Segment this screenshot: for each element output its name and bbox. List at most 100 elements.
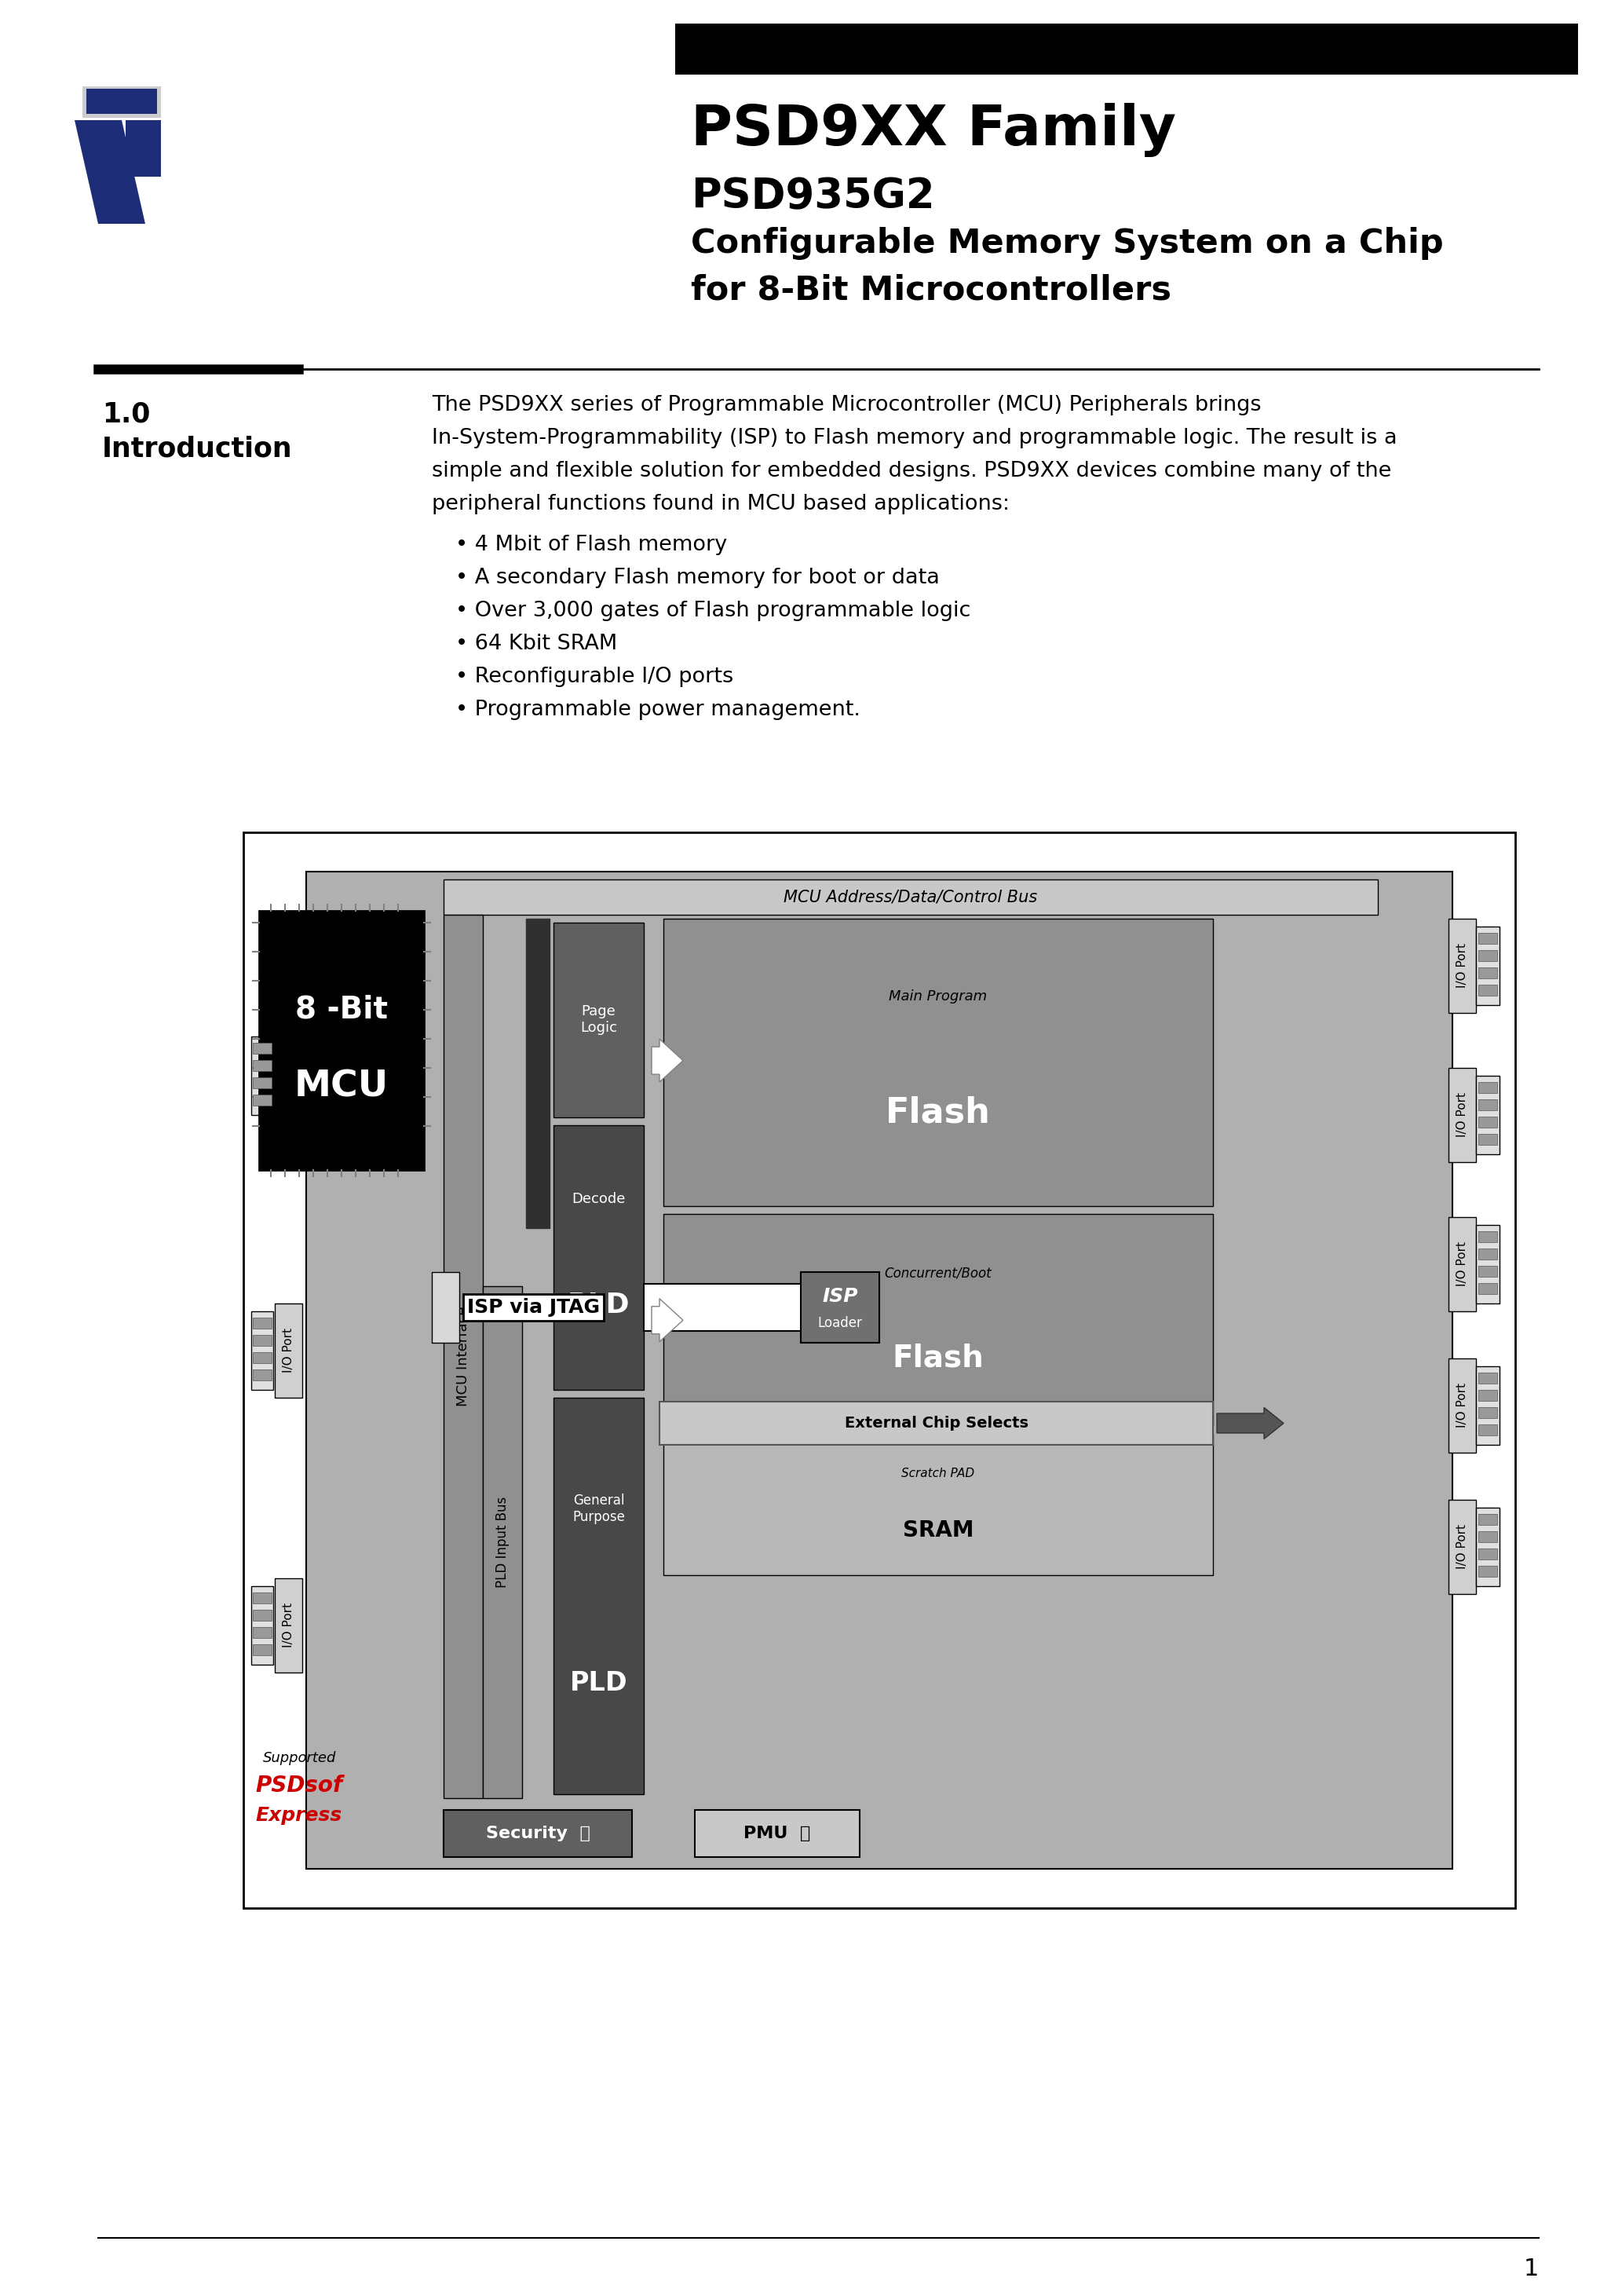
Bar <box>253 1628 271 1637</box>
Bar <box>1478 1548 1497 1559</box>
Text: for 8-Bit Microcontrollers: for 8-Bit Microcontrollers <box>691 273 1171 308</box>
Text: MCU Address/Data/Control Bus: MCU Address/Data/Control Bus <box>783 889 1038 905</box>
Bar <box>253 1609 271 1621</box>
FancyArrow shape <box>1216 1407 1283 1440</box>
Text: MCU: MCU <box>294 1070 389 1104</box>
Text: PSD935G2: PSD935G2 <box>691 177 934 216</box>
Bar <box>274 1029 302 1123</box>
Bar <box>1478 1116 1497 1127</box>
Bar <box>1478 1389 1497 1401</box>
Bar <box>483 1286 522 1798</box>
Text: Loader: Loader <box>817 1316 863 1329</box>
Bar <box>1448 1499 1476 1593</box>
Bar <box>1478 1081 1497 1093</box>
Bar <box>1478 1531 1497 1543</box>
Text: I/O Port: I/O Port <box>1457 1382 1468 1428</box>
Text: PLD Input Bus: PLD Input Bus <box>495 1497 509 1587</box>
Text: PSD9XX Family: PSD9XX Family <box>691 103 1176 156</box>
Bar <box>675 23 1578 73</box>
Bar <box>253 1077 271 1088</box>
Text: 8 -Bit: 8 -Bit <box>295 994 388 1024</box>
Bar <box>443 1809 633 1857</box>
Text: I/O Port: I/O Port <box>282 1054 295 1097</box>
Bar <box>553 1398 644 1793</box>
Bar <box>253 1352 271 1364</box>
Bar <box>1478 1566 1497 1577</box>
Text: Express: Express <box>255 1807 342 1825</box>
Text: I/O Port: I/O Port <box>282 1603 295 1649</box>
Text: Flash: Flash <box>886 1095 991 1130</box>
Text: I/O Port: I/O Port <box>1457 944 1468 987</box>
Text: The PSD9XX series of Programmable Microcontroller (MCU) Peripherals brings: The PSD9XX series of Programmable Microc… <box>431 395 1262 416</box>
Bar <box>260 912 423 1171</box>
Bar <box>1478 985 1497 996</box>
Text: Page
Logic: Page Logic <box>581 1006 616 1035</box>
Bar <box>694 1809 860 1857</box>
Text: SRAM: SRAM <box>903 1520 973 1541</box>
Bar <box>1476 1508 1499 1587</box>
Bar <box>1478 1265 1497 1277</box>
Bar <box>253 1095 271 1107</box>
Bar <box>253 1644 271 1655</box>
Bar <box>274 1304 302 1398</box>
Text: Decode: Decode <box>573 1192 626 1205</box>
Bar <box>1478 1134 1497 1146</box>
Bar <box>1478 1373 1497 1384</box>
Polygon shape <box>86 90 157 115</box>
Text: PLD: PLD <box>568 1293 629 1318</box>
Text: External Chip Selects: External Chip Selects <box>845 1417 1028 1430</box>
Text: General
Purpose: General Purpose <box>573 1492 624 1525</box>
Text: Flash: Flash <box>892 1343 985 1373</box>
Text: 1.0: 1.0 <box>102 400 151 427</box>
Text: PMU  💾: PMU 💾 <box>744 1825 811 1841</box>
Text: MCU Interface: MCU Interface <box>456 1306 470 1407</box>
Bar <box>253 1593 271 1603</box>
Text: I/O Port: I/O Port <box>1457 1242 1468 1286</box>
Text: Main Program: Main Program <box>889 990 988 1003</box>
Bar <box>307 872 1452 1869</box>
Bar <box>1478 1249 1497 1261</box>
Bar <box>274 1577 302 1671</box>
Text: • Over 3,000 gates of Flash programmable logic: • Over 3,000 gates of Flash programmable… <box>456 602 970 622</box>
Bar <box>1476 1366 1499 1444</box>
Bar <box>1476 928 1499 1006</box>
Text: Concurrent/Boot: Concurrent/Boot <box>884 1267 991 1281</box>
Bar <box>253 1042 271 1054</box>
Bar <box>1448 1068 1476 1162</box>
Bar <box>443 914 483 1798</box>
Text: ISP: ISP <box>822 1288 858 1306</box>
Bar <box>1448 918 1476 1013</box>
Text: Configurable Memory System on a Chip: Configurable Memory System on a Chip <box>691 227 1444 259</box>
Text: • Programmable power management.: • Programmable power management. <box>456 700 860 721</box>
Text: In-System-Programmability (ISP) to Flash memory and programmable logic. The resu: In-System-Programmability (ISP) to Flash… <box>431 427 1397 448</box>
Bar <box>253 1318 271 1329</box>
Bar <box>1478 1100 1497 1111</box>
Text: Supported: Supported <box>263 1752 336 1766</box>
FancyArrow shape <box>644 1277 832 1339</box>
Bar <box>1476 1077 1499 1155</box>
Bar <box>1478 967 1497 978</box>
Bar <box>553 923 644 1116</box>
Bar <box>1478 932 1497 944</box>
Bar <box>801 1272 879 1343</box>
Text: • A secondary Flash memory for boot or data: • A secondary Flash memory for boot or d… <box>456 567 939 588</box>
Bar <box>660 1401 1213 1444</box>
Text: PLD: PLD <box>569 1669 628 1697</box>
Bar <box>251 1035 272 1116</box>
Bar <box>1478 1424 1497 1435</box>
Bar <box>1478 1283 1497 1295</box>
Polygon shape <box>83 87 161 117</box>
Polygon shape <box>125 119 161 177</box>
Text: PSDsof: PSDsof <box>255 1775 342 1795</box>
Bar <box>1478 1513 1497 1525</box>
Text: Security  🔒: Security 🔒 <box>485 1825 590 1841</box>
Text: Scratch PAD: Scratch PAD <box>902 1467 975 1479</box>
Bar <box>253 1061 271 1070</box>
Polygon shape <box>75 119 146 223</box>
Text: ISP via JTAG: ISP via JTAG <box>467 1297 600 1318</box>
Bar <box>526 918 550 1228</box>
Bar <box>1478 1231 1497 1242</box>
Text: I/O Port: I/O Port <box>1457 1525 1468 1568</box>
Bar <box>251 1587 272 1665</box>
FancyArrow shape <box>652 1300 683 1341</box>
